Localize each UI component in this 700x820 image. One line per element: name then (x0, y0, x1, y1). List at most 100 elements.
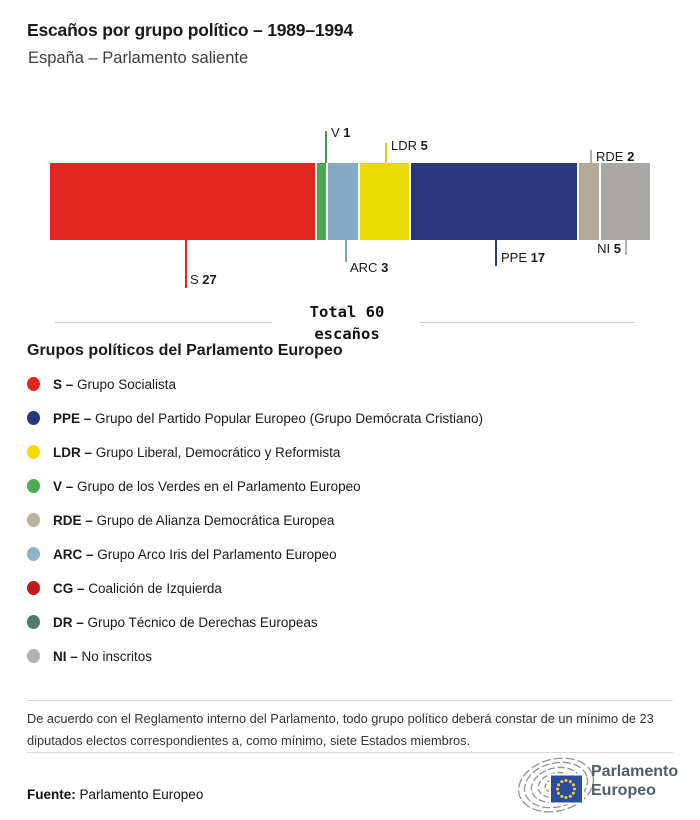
legend-item-text: ARC – Grupo Arco Iris del Parlamento Eur… (53, 547, 337, 562)
divider-top (27, 700, 673, 701)
legend-item-text: PPE – Grupo del Partido Popular Europeo … (53, 411, 483, 426)
callout-label-ldr: LDR 5 (391, 138, 428, 153)
legend-item-abbr: RDE – (53, 512, 97, 528)
logo-wordmark: Parlamento Europeo (591, 762, 678, 800)
legend-item-text: RDE – Grupo de Alianza Democrática Europ… (53, 513, 334, 528)
bar-segment-s (50, 163, 315, 240)
european-parliament-logo (517, 757, 594, 813)
legend-color-dot (27, 649, 40, 663)
callout-seats-value: 5 (613, 241, 621, 256)
callout-abbr: ARC (350, 260, 382, 275)
legend-color-dot (27, 377, 40, 391)
callout-abbr: V (331, 125, 344, 140)
total-seats-label: Total 60 escaños (0, 301, 694, 345)
callout-abbr: LDR (391, 138, 421, 153)
total-rule-left (55, 322, 272, 323)
legend-item-text: V – Grupo de los Verdes en el Parlamento… (53, 479, 361, 494)
legend-item-v: V – Grupo de los Verdes en el Parlamento… (27, 469, 677, 503)
bar-segment-arc (328, 163, 358, 240)
callout-label-s: S 27 (190, 272, 217, 287)
callout-label-ppe: PPE 17 (501, 250, 545, 265)
legend-item-ldr: LDR – Grupo Liberal, Democrático y Refor… (27, 435, 677, 469)
callout-abbr: RDE (596, 149, 628, 164)
legend-item-arc: ARC – Grupo Arco Iris del Parlamento Eur… (27, 537, 677, 571)
callout-label-v: V 1 (331, 125, 351, 140)
legend-item-text: LDR – Grupo Liberal, Democrático y Refor… (53, 445, 340, 460)
legend-item-name: No inscritos (81, 648, 153, 664)
callout-abbr: NI (597, 241, 614, 256)
legend-item-dr: DR – Grupo Técnico de Derechas Europeas (27, 605, 677, 639)
eu-flag-icon (549, 773, 584, 805)
callout-line-ldr (385, 143, 387, 163)
callout-line-v (325, 131, 327, 163)
bar-segment-ppe (410, 163, 578, 240)
callout-seats-value: 2 (627, 149, 635, 164)
seat-bar (50, 163, 650, 240)
callout-seats-value: 5 (420, 138, 428, 153)
callout-seats-value: 27 (202, 272, 217, 287)
bar-segment-v (316, 163, 327, 240)
legend-item-name: Grupo Técnico de Derechas Europeas (87, 614, 318, 630)
legend-item-name: Grupo de Alianza Democrática Europea (96, 512, 335, 528)
legend-item-abbr: LDR – (53, 444, 96, 460)
legend-item-ppe: PPE – Grupo del Partido Popular Europeo … (27, 401, 677, 435)
callout-line-ppe (495, 240, 497, 266)
source-line: Fuente: Parlamento Europeo (27, 787, 203, 802)
footnote: De acuerdo con el Reglamento interno del… (27, 711, 654, 748)
legend-list: S – Grupo Socialista PPE – Grupo del Part… (27, 367, 677, 673)
callout-line-s (185, 240, 187, 288)
legend-color-dot (27, 547, 40, 561)
legend-item-name: Grupo del Partido Popular Europeo (Grupo… (95, 410, 483, 426)
legend-item-abbr: S – (53, 376, 78, 392)
legend-color-dot (27, 513, 40, 527)
legend-color-dot (27, 581, 40, 595)
legend-item-text: S – Grupo Socialista (53, 377, 176, 392)
callout-line-ni (625, 240, 627, 255)
legend-item-text: DR – Grupo Técnico de Derechas Europeas (53, 615, 318, 630)
legend-color-dot (27, 615, 40, 629)
total-line2: escaños (314, 325, 380, 343)
divider-bottom (27, 752, 673, 753)
callout-line-arc (345, 240, 347, 262)
legend-item-abbr: NI – (53, 648, 82, 664)
legend-item-abbr: PPE – (53, 410, 96, 426)
legend-item-abbr: V – (53, 478, 78, 494)
total-rule-right (420, 322, 635, 323)
legend-item-name: Grupo de los Verdes en el Parlamento Eur… (77, 478, 361, 494)
source-value: Parlamento Europeo (75, 787, 204, 802)
legend-color-dot (27, 479, 40, 493)
callout-line-rde (590, 150, 592, 163)
total-line1: Total 60 (309, 303, 385, 321)
callout-abbr: PPE (501, 250, 531, 265)
legend-item-name: Grupo Liberal, Democrático y Reformista (95, 444, 341, 460)
callout-label-arc: ARC 3 (350, 260, 388, 275)
callout-label-ni: NI 5 (597, 241, 621, 256)
callout-seats-value: 3 (381, 260, 389, 275)
legend-item-cg: CG – Coalición de Izquierda (27, 571, 677, 605)
logo-wordmark-line2: Europeo (591, 782, 656, 799)
legend-item-name: Grupo Arco Iris del Parlamento Europeo (97, 546, 337, 562)
callout-seats-value: 1 (343, 125, 351, 140)
page-title: Escaños por grupo político – 1989–1994 (27, 20, 353, 40)
bar-segment-rde (579, 163, 599, 240)
logo-wordmark-line1: Parlamento (591, 763, 679, 780)
callout-seats-value: 17 (530, 250, 546, 265)
legend-item-s: S – Grupo Socialista (27, 367, 677, 401)
legend-item-text: CG – Coalición de Izquierda (53, 581, 222, 596)
legend-item-rde: RDE – Grupo de Alianza Democrática Europ… (27, 503, 677, 537)
legend-heading: Grupos políticos del Parlamento Europeo (27, 342, 343, 359)
source-label: Fuente: (27, 787, 76, 802)
legend-item-text: NI – No inscritos (53, 649, 152, 664)
legend-item-abbr: DR – (53, 614, 88, 630)
legend-color-dot (27, 445, 40, 459)
legend-item-ni: NI – No inscritos (27, 639, 677, 673)
legend-color-dot (27, 411, 40, 425)
legend-item-name: Grupo Socialista (77, 376, 177, 392)
legend-item-name: Coalición de Izquierda (88, 580, 222, 596)
callout-label-rde: RDE 2 (596, 149, 634, 164)
bar-segment-ldr (359, 163, 409, 240)
bar-segment-ni (600, 163, 650, 240)
legend-item-abbr: ARC – (53, 546, 98, 562)
legend-item-abbr: CG – (53, 580, 89, 596)
